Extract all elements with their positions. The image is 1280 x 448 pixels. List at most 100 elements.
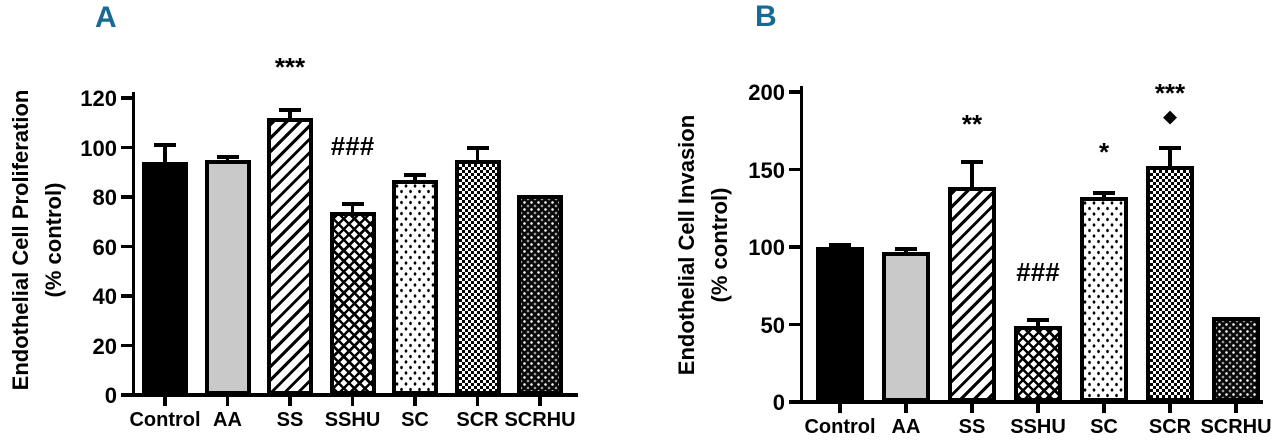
y-tick-mark [789, 90, 800, 94]
y-tick-label: 100 [80, 135, 117, 161]
bar-sc [392, 179, 438, 395]
bar-ss [267, 117, 313, 395]
bar-aa [204, 159, 251, 395]
x-tick-mark [838, 404, 842, 413]
error-bar-line [163, 145, 167, 171]
bar-scr [454, 159, 501, 395]
error-bar-line [1168, 147, 1172, 175]
x-tick-mark [1102, 404, 1106, 413]
panel-a: A Endothelial Cell Proliferation (% contro… [8, 1, 578, 431]
y-tick-label: 150 [748, 157, 785, 183]
error-bar-cap [961, 159, 983, 164]
error-bar-cap [404, 172, 426, 177]
x-tick-mark [970, 404, 974, 413]
x-category-label: SS [958, 416, 986, 438]
y-tick-label: 200 [748, 80, 785, 105]
significance-annotation: *** [230, 54, 350, 80]
y-tick-label: 0 [772, 390, 785, 415]
bar-control [142, 162, 188, 395]
y-tick-mark [789, 167, 800, 172]
x-category-label: SCRHU [1200, 416, 1272, 438]
x-tick-mark [1234, 404, 1238, 413]
bar-aa [882, 251, 930, 402]
x-category-label: SS [276, 409, 304, 431]
y-tick-label: 50 [760, 312, 785, 338]
y-tick-mark [121, 294, 132, 298]
significance-symbol: *** [1154, 77, 1186, 108]
significance-annotation: ### [978, 259, 1098, 285]
x-tick-mark [350, 397, 355, 406]
error-bar-cap [216, 155, 239, 160]
y-axis-title-line1: Endothelial Cell Invasion [674, 114, 699, 376]
y-tick-label: 80 [92, 185, 117, 210]
x-tick-mark [225, 397, 230, 406]
error-bar-cap [279, 108, 301, 113]
y-tick-mark [121, 195, 132, 199]
x-category-label: SSHU [1010, 416, 1066, 438]
y-tick-mark [121, 145, 132, 150]
bar-sshu [1014, 326, 1062, 402]
y-tick-mark [121, 244, 132, 249]
error-bar-cap [1093, 190, 1115, 195]
x-axis-line [799, 400, 1263, 404]
y-axis-line [799, 86, 803, 404]
panel-label: B [755, 0, 777, 33]
y-tick-mark [789, 400, 800, 404]
x-category-label: SCRHU [504, 409, 576, 431]
panel-label: A [95, 1, 117, 34]
error-bar-cap [895, 246, 917, 251]
significance-annotation: ** [912, 111, 1032, 137]
bar-scrhu [517, 194, 563, 395]
significance-symbol: ### [1016, 256, 1060, 287]
error-bar-cap [829, 243, 851, 248]
y-axis-title-line1: Endothelial Cell Proliferation [8, 89, 33, 391]
significance-symbol: ### [330, 131, 375, 162]
significance-annotation: *** ◆ [1110, 80, 1230, 128]
x-category-label: SC [1090, 416, 1118, 438]
error-bar-cap [154, 143, 176, 148]
bar-scr [1146, 166, 1194, 402]
y-tick-mark [121, 343, 132, 348]
error-bar-cap [1027, 317, 1049, 322]
x-category-label: SSHU [324, 409, 381, 431]
error-bar-line [475, 147, 480, 168]
x-category-label: AA [213, 409, 242, 431]
x-axis-line [131, 393, 578, 397]
x-category-label: SCR [1148, 416, 1192, 438]
error-bar-cap [1159, 145, 1181, 150]
x-tick-mark [288, 397, 292, 406]
y-tick-mark [789, 322, 800, 327]
x-tick-mark [538, 397, 542, 406]
significance-symbol: * [1098, 136, 1110, 167]
x-category-label: SCR [456, 409, 499, 431]
significance-symbol: *** [274, 52, 306, 83]
panel-b: B Endothelial Cell Invasion (% control) 0 50… [640, 0, 1280, 448]
y-tick-label: 120 [80, 86, 117, 111]
y-tick-mark [121, 96, 132, 100]
x-category-label: Control [804, 416, 876, 438]
y-tick-label: 60 [92, 234, 117, 260]
bar-sshu [329, 211, 376, 395]
y-tick-mark [121, 393, 132, 397]
y-tick-label: 100 [748, 235, 785, 260]
y-tick-mark [789, 245, 800, 249]
significance-annotation: * [1044, 139, 1164, 165]
significance-symbol: ** [961, 108, 983, 139]
x-tick-mark [904, 404, 908, 413]
x-tick-mark [413, 397, 417, 406]
x-tick-mark [1168, 404, 1172, 413]
bar-control [816, 247, 864, 402]
x-category-label: AA [891, 416, 921, 438]
y-axis-line [131, 92, 135, 397]
significance-symbol: ◆ [1163, 106, 1177, 126]
y-tick-label: 0 [104, 383, 117, 408]
y-tick-label: 20 [92, 333, 117, 359]
significance-annotation: ### [293, 133, 413, 159]
x-tick-mark [475, 397, 480, 406]
x-tick-mark [1036, 404, 1040, 413]
y-tick-label: 40 [92, 284, 117, 309]
x-category-label: SC [401, 409, 429, 431]
bar-scrhu [1212, 316, 1260, 402]
bar-sc [1080, 197, 1128, 402]
